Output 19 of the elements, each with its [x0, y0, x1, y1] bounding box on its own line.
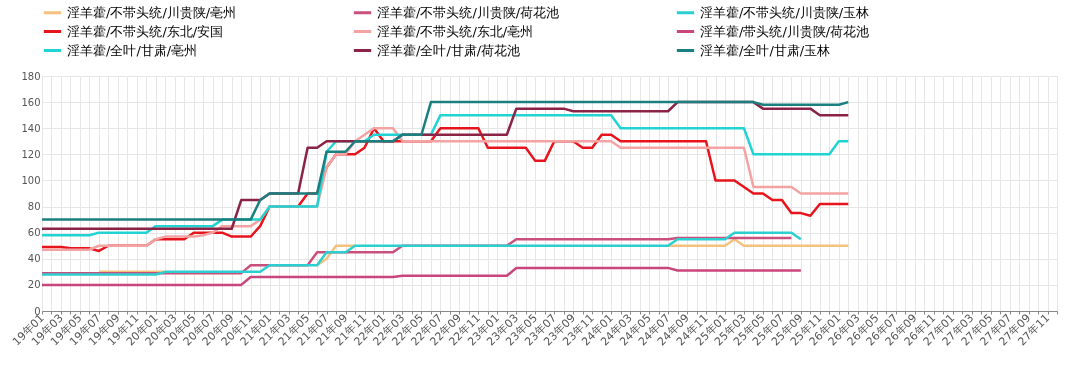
legend-label: 淫羊藿/带头统/川贵陕/荷花池	[700, 23, 870, 39]
legend-label: 淫羊藿/全叶/甘肃/荷花池	[377, 42, 521, 58]
y-tick-label: 140	[21, 122, 41, 134]
y-tick-label: 80	[27, 201, 41, 213]
legend-label: 淫羊藿/全叶/甘肃/玉林	[700, 42, 831, 58]
y-tick-label: 20	[27, 279, 41, 291]
y-tick-label: 40	[27, 253, 41, 265]
y-tick-label: 160	[21, 96, 41, 108]
legend-label: 淫羊藿/不带头统/川贵陕/荷花池	[377, 4, 560, 20]
y-tick-label: 60	[27, 227, 41, 239]
legend-label: 淫羊藿/全叶/甘肃/亳州	[67, 42, 198, 58]
y-tick-label: 100	[21, 174, 41, 186]
legend-label: 淫羊藿/不带头统/川贵陕/玉林	[700, 4, 870, 20]
legend-label: 淫羊藿/不带头统/东北/安国	[67, 23, 224, 39]
legend-label: 淫羊藿/不带头统/东北/亳州	[377, 23, 534, 39]
legend-label: 淫羊藿/不带头统/川贵陕/亳州	[67, 4, 237, 20]
y-tick-label: 120	[21, 148, 41, 160]
line-series	[40, 266, 803, 287]
y-tick-label: 180	[21, 70, 41, 82]
